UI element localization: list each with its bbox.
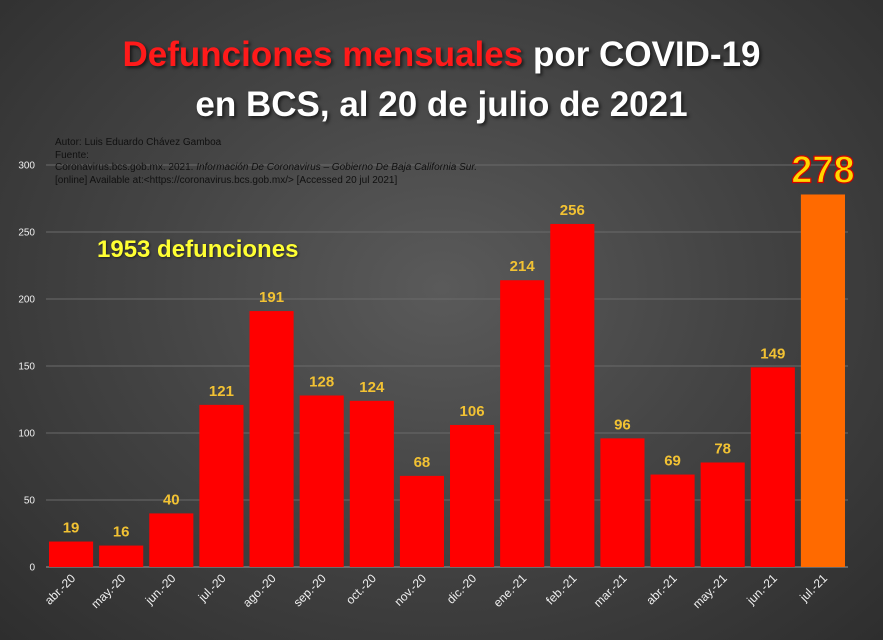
- bar-value-label-13: 78: [714, 440, 731, 457]
- bar-value-label-2: 40: [163, 491, 180, 508]
- title-highlight: Defunciones mensuales: [122, 35, 524, 74]
- bar-value-label-9: 214: [510, 258, 536, 275]
- source-block: Autor: Luis Eduardo Chávez Gamboa Fuente…: [55, 137, 477, 187]
- bar-value-label-11: 96: [614, 416, 631, 433]
- x-tick-label-3: jul.-20: [195, 571, 229, 605]
- x-tick-label-5: sep.-20: [291, 571, 329, 609]
- bar-value-label-1: 16: [113, 524, 130, 541]
- x-tick-label-8: dic.-20: [444, 571, 480, 607]
- source-citation-plain: Coronavirus.bcs.gob.mx. 2021.: [55, 162, 197, 173]
- title-line-2: en BCS, al 20 de julio de 2021: [195, 85, 688, 124]
- bar-2: [149, 513, 194, 567]
- bar-4: [249, 311, 294, 567]
- bar-8: [450, 424, 495, 567]
- x-tick-label-11: mar.-21: [591, 571, 630, 610]
- y-tick-label-6: 300: [18, 161, 35, 172]
- source-fuente-label: Fuente:: [55, 149, 89, 161]
- bar-5: [299, 395, 344, 567]
- x-tick-label-7: nov.-20: [391, 571, 429, 609]
- bar-value-label-5: 128: [309, 373, 334, 390]
- y-tick-label-5: 250: [18, 228, 35, 239]
- y-tick-label-2: 100: [18, 429, 35, 440]
- x-tick-label-9: ene.-21: [491, 571, 530, 610]
- y-tick-label-0: 0: [29, 563, 35, 574]
- bar-value-label-14: 149: [760, 345, 785, 362]
- y-tick-label-1: 50: [24, 496, 36, 507]
- title-rest: por COVID-19: [523, 35, 761, 74]
- bar-value-label-8: 106: [460, 403, 485, 420]
- x-tick-label-0: abr.-20: [42, 571, 79, 608]
- bar-12: [650, 474, 695, 567]
- bar-9: [500, 280, 545, 567]
- x-tick-label-2: jun.-20: [142, 571, 179, 608]
- bar-11: [600, 438, 645, 567]
- x-tick-label-6: oct.-20: [343, 571, 379, 607]
- bar-value-label-7: 68: [414, 454, 431, 471]
- source-author: Autor: Luis Eduardo Chávez Gamboa: [55, 137, 222, 148]
- title-line-1: Defunciones mensuales por COVID-19: [0, 30, 883, 80]
- chart-title: Defunciones mensuales por COVID-19 en BC…: [0, 30, 883, 130]
- x-tick-label-10: feb.-21: [543, 571, 580, 608]
- bar-0: [49, 541, 94, 567]
- bar-value-label-12: 69: [664, 453, 681, 470]
- x-tick-label-13: may.-21: [690, 571, 730, 611]
- bar-1: [99, 545, 144, 567]
- bar-7: [399, 475, 444, 567]
- x-tick-label-4: ago.-20: [240, 571, 279, 610]
- x-tick-label-1: may.-20: [88, 571, 128, 611]
- y-tick-label-3: 150: [18, 362, 35, 373]
- bar-14: [750, 367, 795, 567]
- bar-13: [700, 462, 745, 567]
- bar-value-label-10: 256: [560, 202, 585, 219]
- bar-6: [349, 400, 394, 567]
- total-deaths-label: 1953 defunciones: [97, 236, 299, 263]
- x-tick-label-12: abr.-21: [643, 571, 680, 608]
- source-online: [online] Available at:<https://coronavir…: [55, 174, 398, 186]
- bar-value-label-6: 124: [359, 379, 385, 396]
- bar-value-label-3: 121: [209, 383, 234, 400]
- bar-10: [550, 223, 595, 567]
- y-tick-label-4: 200: [18, 295, 35, 306]
- bar-value-label-4: 191: [259, 289, 284, 306]
- x-tick-label-15: jul.-21: [796, 571, 830, 605]
- x-tick-label-14: jun.-21: [743, 571, 780, 608]
- bar-3: [199, 404, 244, 567]
- source-citation-italic: Información De Coronavirus – Gobierno De…: [196, 162, 478, 173]
- source-citation: Coronavirus.bcs.gob.mx. 2021. Informació…: [55, 162, 477, 175]
- bar-15: [800, 194, 845, 568]
- bar-value-label-0: 19: [63, 520, 80, 537]
- bar-value-label-15: 278: [791, 149, 854, 191]
